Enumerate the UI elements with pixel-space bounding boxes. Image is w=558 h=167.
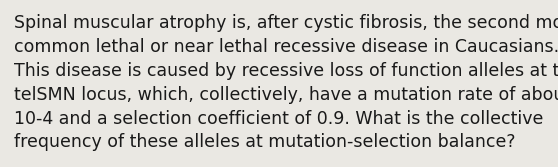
Text: Spinal muscular atrophy is, after cystic fibrosis, the second most
common lethal: Spinal muscular atrophy is, after cystic… [14,14,558,151]
